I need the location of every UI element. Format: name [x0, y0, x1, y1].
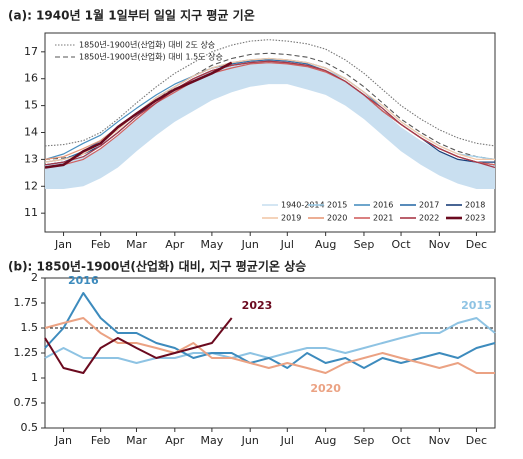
x-tick-label: Jul [280, 238, 294, 251]
legend-label: 2023 [465, 214, 485, 223]
x-tick-label: Feb [91, 238, 110, 251]
x-tick-label: Apr [165, 238, 185, 251]
y-tick-label: 0.75 [14, 396, 39, 409]
x-tick-label: Aug [315, 434, 336, 447]
y-tick-label: 17 [24, 45, 38, 58]
legend-label: 2021 [373, 214, 393, 223]
x-tick-label: Mar [126, 434, 147, 447]
legend-label: 1940-2014 [281, 201, 325, 210]
series-line [44, 57, 495, 163]
x-tick-label: Jun [241, 238, 259, 251]
y-tick-label: 12 [24, 179, 38, 192]
y-tick-label: 1.75 [14, 296, 39, 309]
y-tick-label: 15 [24, 99, 38, 112]
legend-label: 2019 [281, 214, 301, 223]
x-tick-label: Sep [354, 238, 375, 251]
y-tick-label: 1.25 [14, 346, 39, 359]
y-tick-label: 1 [31, 371, 38, 384]
series-label: 2020 [310, 382, 341, 395]
x-tick-label: Apr [165, 434, 185, 447]
series-line [44, 317, 233, 374]
y-tick-label: 14 [24, 126, 38, 139]
legend-label: 1850년-1900년(산업화) 대비 1.5도 상승 [79, 52, 223, 62]
x-tick-label: Sep [354, 434, 375, 447]
legend-label: 2016 [373, 201, 393, 210]
x-tick-label: Jun [241, 434, 259, 447]
y-tick-label: 13 [24, 152, 38, 165]
legend-label: 1850년-1900년(산업화) 대비 2도 상승 [79, 40, 215, 50]
series-line [44, 61, 233, 169]
x-tick-label: Oct [392, 238, 412, 251]
series-label: 2015 [461, 299, 492, 312]
x-tick-label: Jul [280, 434, 294, 447]
y-tick-label: 1.5 [21, 321, 39, 334]
x-tick-label: Feb [91, 434, 110, 447]
y-tick-label: 2 [31, 271, 38, 284]
x-tick-label: Nov [429, 238, 451, 251]
y-tick-label: 11 [24, 206, 38, 219]
range-band [45, 61, 495, 190]
series-line [44, 60, 496, 169]
y-tick-label: 0.5 [21, 421, 39, 434]
x-tick-label: Jan [54, 238, 72, 251]
chart-title: (b): 1850년-1900년(산업화) 대비, 지구 평균기온 상승 [8, 259, 306, 274]
series-label: 2016 [68, 274, 99, 287]
x-tick-label: Dec [466, 434, 487, 447]
chart-title: (a): 1940년 1월 1일부터 일일 지구 평균 기온 [8, 8, 255, 23]
legend-label: 2017 [419, 201, 439, 210]
x-tick-label: Jan [54, 434, 72, 447]
series-line [44, 292, 496, 369]
x-tick-label: May [201, 434, 224, 447]
legend-label: 2020 [327, 214, 347, 223]
y-tick-label: 16 [24, 72, 38, 85]
series-label: 2023 [242, 299, 273, 312]
legend-label: 2018 [465, 201, 485, 210]
x-tick-label: Dec [466, 238, 487, 251]
legend-label: 2022 [419, 214, 439, 223]
x-tick-label: Nov [429, 434, 451, 447]
legend-label: 2015 [327, 201, 347, 210]
x-tick-label: May [201, 238, 224, 251]
x-tick-label: Mar [126, 238, 147, 251]
x-tick-label: Oct [392, 434, 412, 447]
series-line [44, 317, 495, 374]
x-tick-label: Aug [315, 238, 336, 251]
